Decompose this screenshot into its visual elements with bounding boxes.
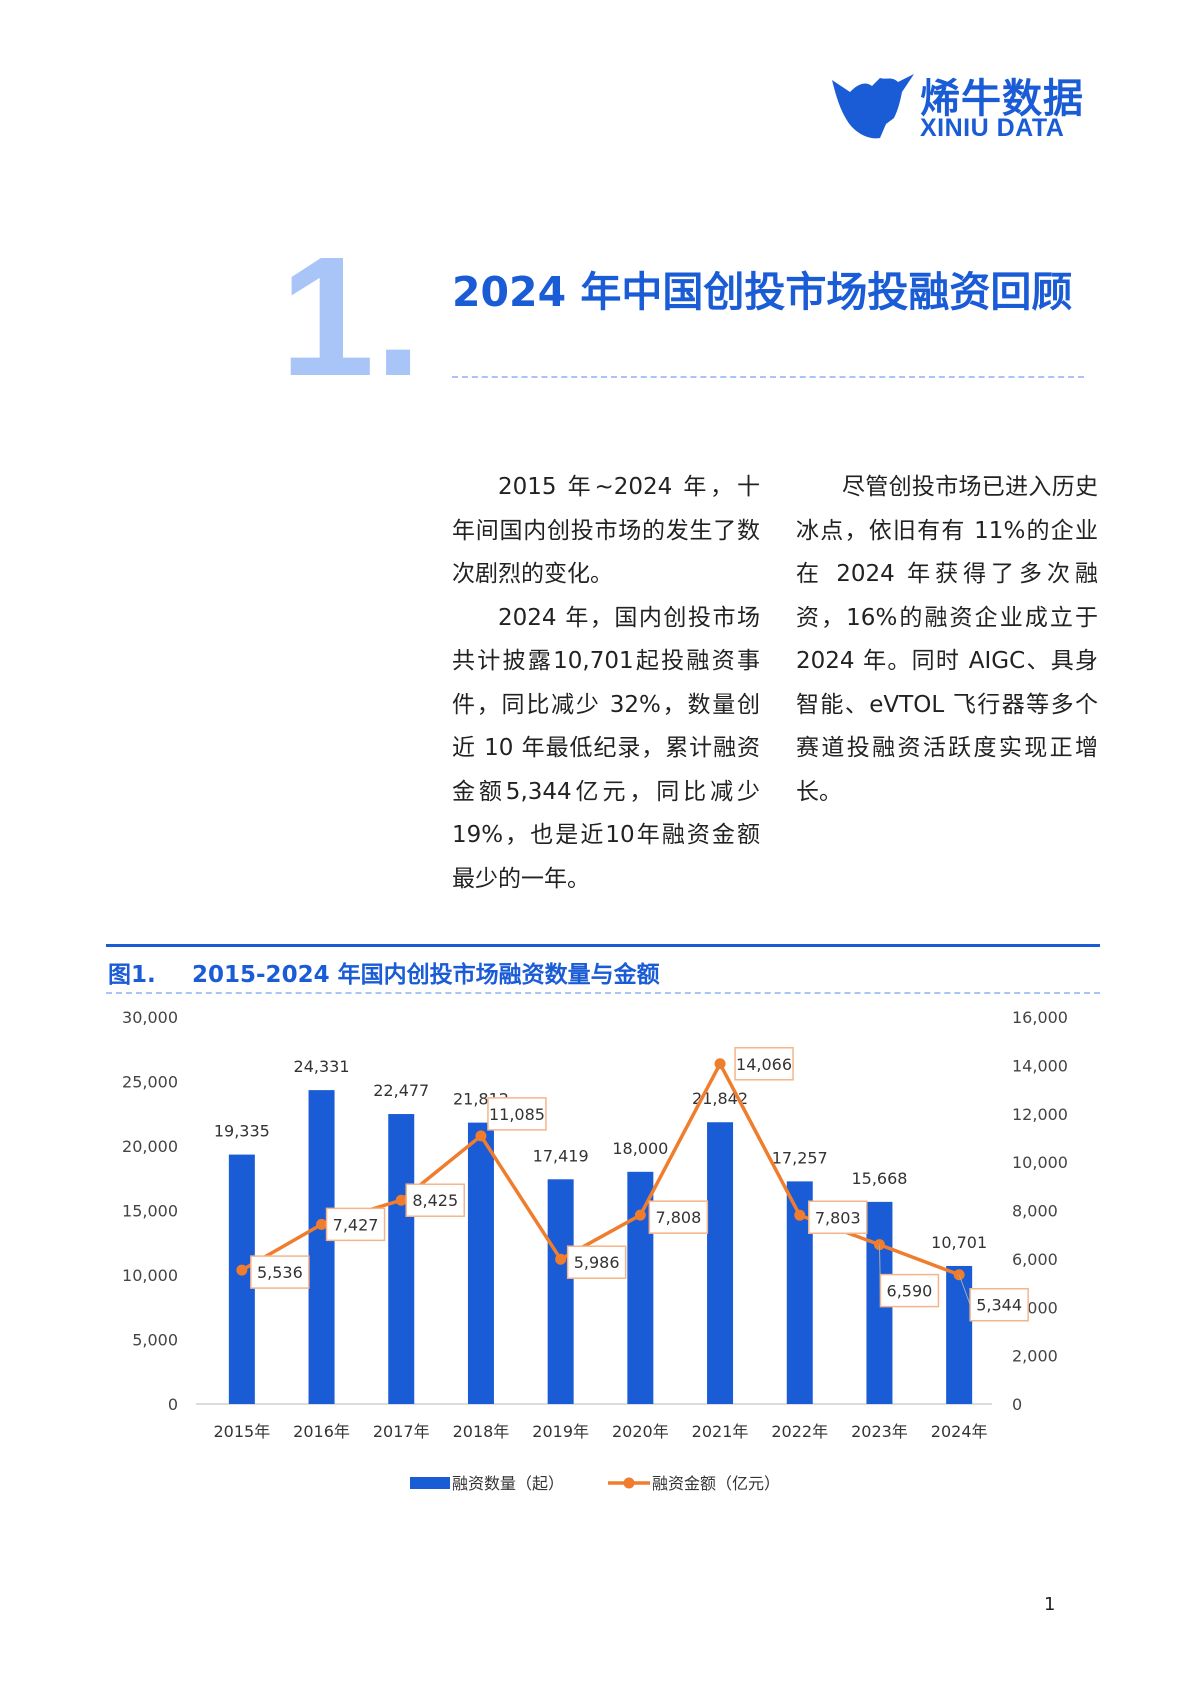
y-left-tick-label: 10,000 <box>122 1266 178 1285</box>
line-label-box <box>808 1200 868 1235</box>
y-left-tick-label: 20,000 <box>122 1137 178 1156</box>
bar <box>308 1090 335 1404</box>
x-tick-label: 2019年 <box>532 1422 589 1441</box>
section-number: 1. <box>280 222 422 412</box>
bar-data-label: 24,331 <box>294 1057 350 1076</box>
y-right-tick-label: 16,000 <box>1012 1008 1068 1027</box>
bar <box>388 1114 415 1404</box>
line-data-label: 6,590 <box>887 1282 933 1301</box>
y-left-tick-label: 15,000 <box>122 1202 178 1221</box>
x-tick-label: 2020年 <box>612 1422 669 1441</box>
figure-label: 图1. <box>108 962 156 988</box>
legend-line-label: 融资金额（亿元） <box>652 1474 780 1493</box>
y-right-tick-label: 10,000 <box>1012 1153 1068 1172</box>
y-right-tick-label: 12,000 <box>1012 1105 1068 1124</box>
x-tick-label: 2024年 <box>931 1422 988 1441</box>
bar-data-label: 15,668 <box>851 1169 907 1188</box>
line-data-label: 8,425 <box>412 1191 458 1210</box>
figure-top-rule <box>106 944 1100 947</box>
bar-data-label: 22,477 <box>373 1081 429 1100</box>
body-column-left: 2015 年~2024 年，十年间国内创投市场的发生了数次剧烈的变化。 2024… <box>452 466 760 901</box>
line-label-box <box>325 1207 386 1242</box>
paragraph: 2015 年~2024 年，十年间国内创投市场的发生了数次剧烈的变化。 <box>452 474 760 587</box>
y-right-tick-label: 6,000 <box>1012 1250 1058 1269</box>
body-column-right: 尽管创投市场已进入历史冰点，依旧有有 11%的企业在 2024 年获得了多次融资… <box>796 466 1098 814</box>
paragraph: 2024 年，国内创投市场共计披露10,701起投融资事件，同比减少 32%，数… <box>452 604 760 892</box>
y-left-tick-label: 5,000 <box>132 1331 178 1350</box>
legend-bar-swatch <box>410 1477 450 1489</box>
amount-point <box>475 1130 487 1142</box>
figure-title: 2015-2024 年国内创投市场融资数量与金额 <box>192 962 660 988</box>
page-number: 1 <box>1044 1594 1056 1615</box>
line-data-label: 7,427 <box>333 1215 379 1234</box>
line-data-label: 14,066 <box>736 1055 792 1074</box>
y-left-tick-label: 25,000 <box>122 1073 178 1092</box>
bar <box>707 1122 734 1404</box>
line-label-box <box>566 1245 627 1279</box>
brand-logo: 烯牛数据 XINIU DATA <box>828 66 1088 146</box>
line-data-label: 7,808 <box>655 1208 701 1227</box>
x-tick-label: 2018年 <box>453 1422 510 1441</box>
bar-data-label: 18,000 <box>612 1139 668 1158</box>
line-label-box <box>879 1273 940 1308</box>
line-data-label: 7,803 <box>815 1208 861 1227</box>
amount-point <box>794 1209 806 1221</box>
y-left-tick-label: 30,000 <box>122 1008 178 1027</box>
y-right-tick-label: 8,000 <box>1012 1202 1058 1221</box>
rhino-logo-icon <box>832 74 914 139</box>
legend-line-marker <box>623 1477 635 1489</box>
line-data-label: 5,536 <box>257 1263 303 1282</box>
amount-point <box>316 1218 328 1230</box>
section-title: 2024 年中国创投市场投融资回顾 <box>452 268 1073 316</box>
line-label-box <box>487 1097 547 1131</box>
amount-point <box>236 1264 248 1276</box>
x-tick-label: 2015年 <box>213 1422 270 1441</box>
figure-caption-rule <box>106 992 1100 994</box>
y-right-tick-label: 0 <box>1012 1395 1022 1414</box>
paragraph: 尽管创投市场已进入历史冰点，依旧有有 11%的企业在 2024 年获得了多次融资… <box>796 474 1098 805</box>
bar <box>946 1265 973 1404</box>
bar <box>547 1179 574 1404</box>
y-left-tick-label: 0 <box>168 1395 178 1414</box>
y-right-tick-label: 2,000 <box>1012 1347 1058 1366</box>
title-divider <box>452 376 1084 378</box>
figure-caption: 图1. 2015-2024 年国内创投市场融资数量与金额 <box>108 955 660 989</box>
x-tick-label: 2023年 <box>851 1422 908 1441</box>
x-tick-label: 2017年 <box>373 1422 430 1441</box>
label-leader-line <box>958 1274 971 1305</box>
line-label-box <box>969 1287 1029 1322</box>
line-label-box <box>734 1047 794 1081</box>
amount-point <box>555 1253 567 1265</box>
line-label-box <box>250 1255 310 1289</box>
line-data-label: 11,085 <box>489 1105 545 1124</box>
amount-point <box>395 1194 407 1206</box>
bar <box>467 1122 494 1404</box>
legend-bar-label: 融资数量（起） <box>452 1474 564 1493</box>
line-data-label: 5,986 <box>574 1253 620 1272</box>
bar-data-label: 17,257 <box>772 1148 828 1167</box>
line-label-box <box>648 1200 709 1234</box>
x-tick-label: 2022年 <box>771 1422 828 1441</box>
brand-name-en: XINIU DATA <box>920 114 1065 142</box>
y-right-tick-label: 14,000 <box>1012 1056 1068 1075</box>
amount-point <box>714 1058 726 1070</box>
bar-data-label: 10,701 <box>931 1233 987 1252</box>
bar-data-label: 19,335 <box>214 1122 270 1141</box>
bar-data-label: 17,419 <box>533 1146 589 1165</box>
x-tick-label: 2021年 <box>692 1422 749 1441</box>
line-label-box <box>405 1183 465 1217</box>
brand-name-cn: 烯牛数据 <box>920 76 1084 122</box>
line-data-label: 5,344 <box>976 1296 1022 1315</box>
amount-point <box>634 1209 646 1221</box>
x-tick-label: 2016年 <box>293 1422 350 1441</box>
